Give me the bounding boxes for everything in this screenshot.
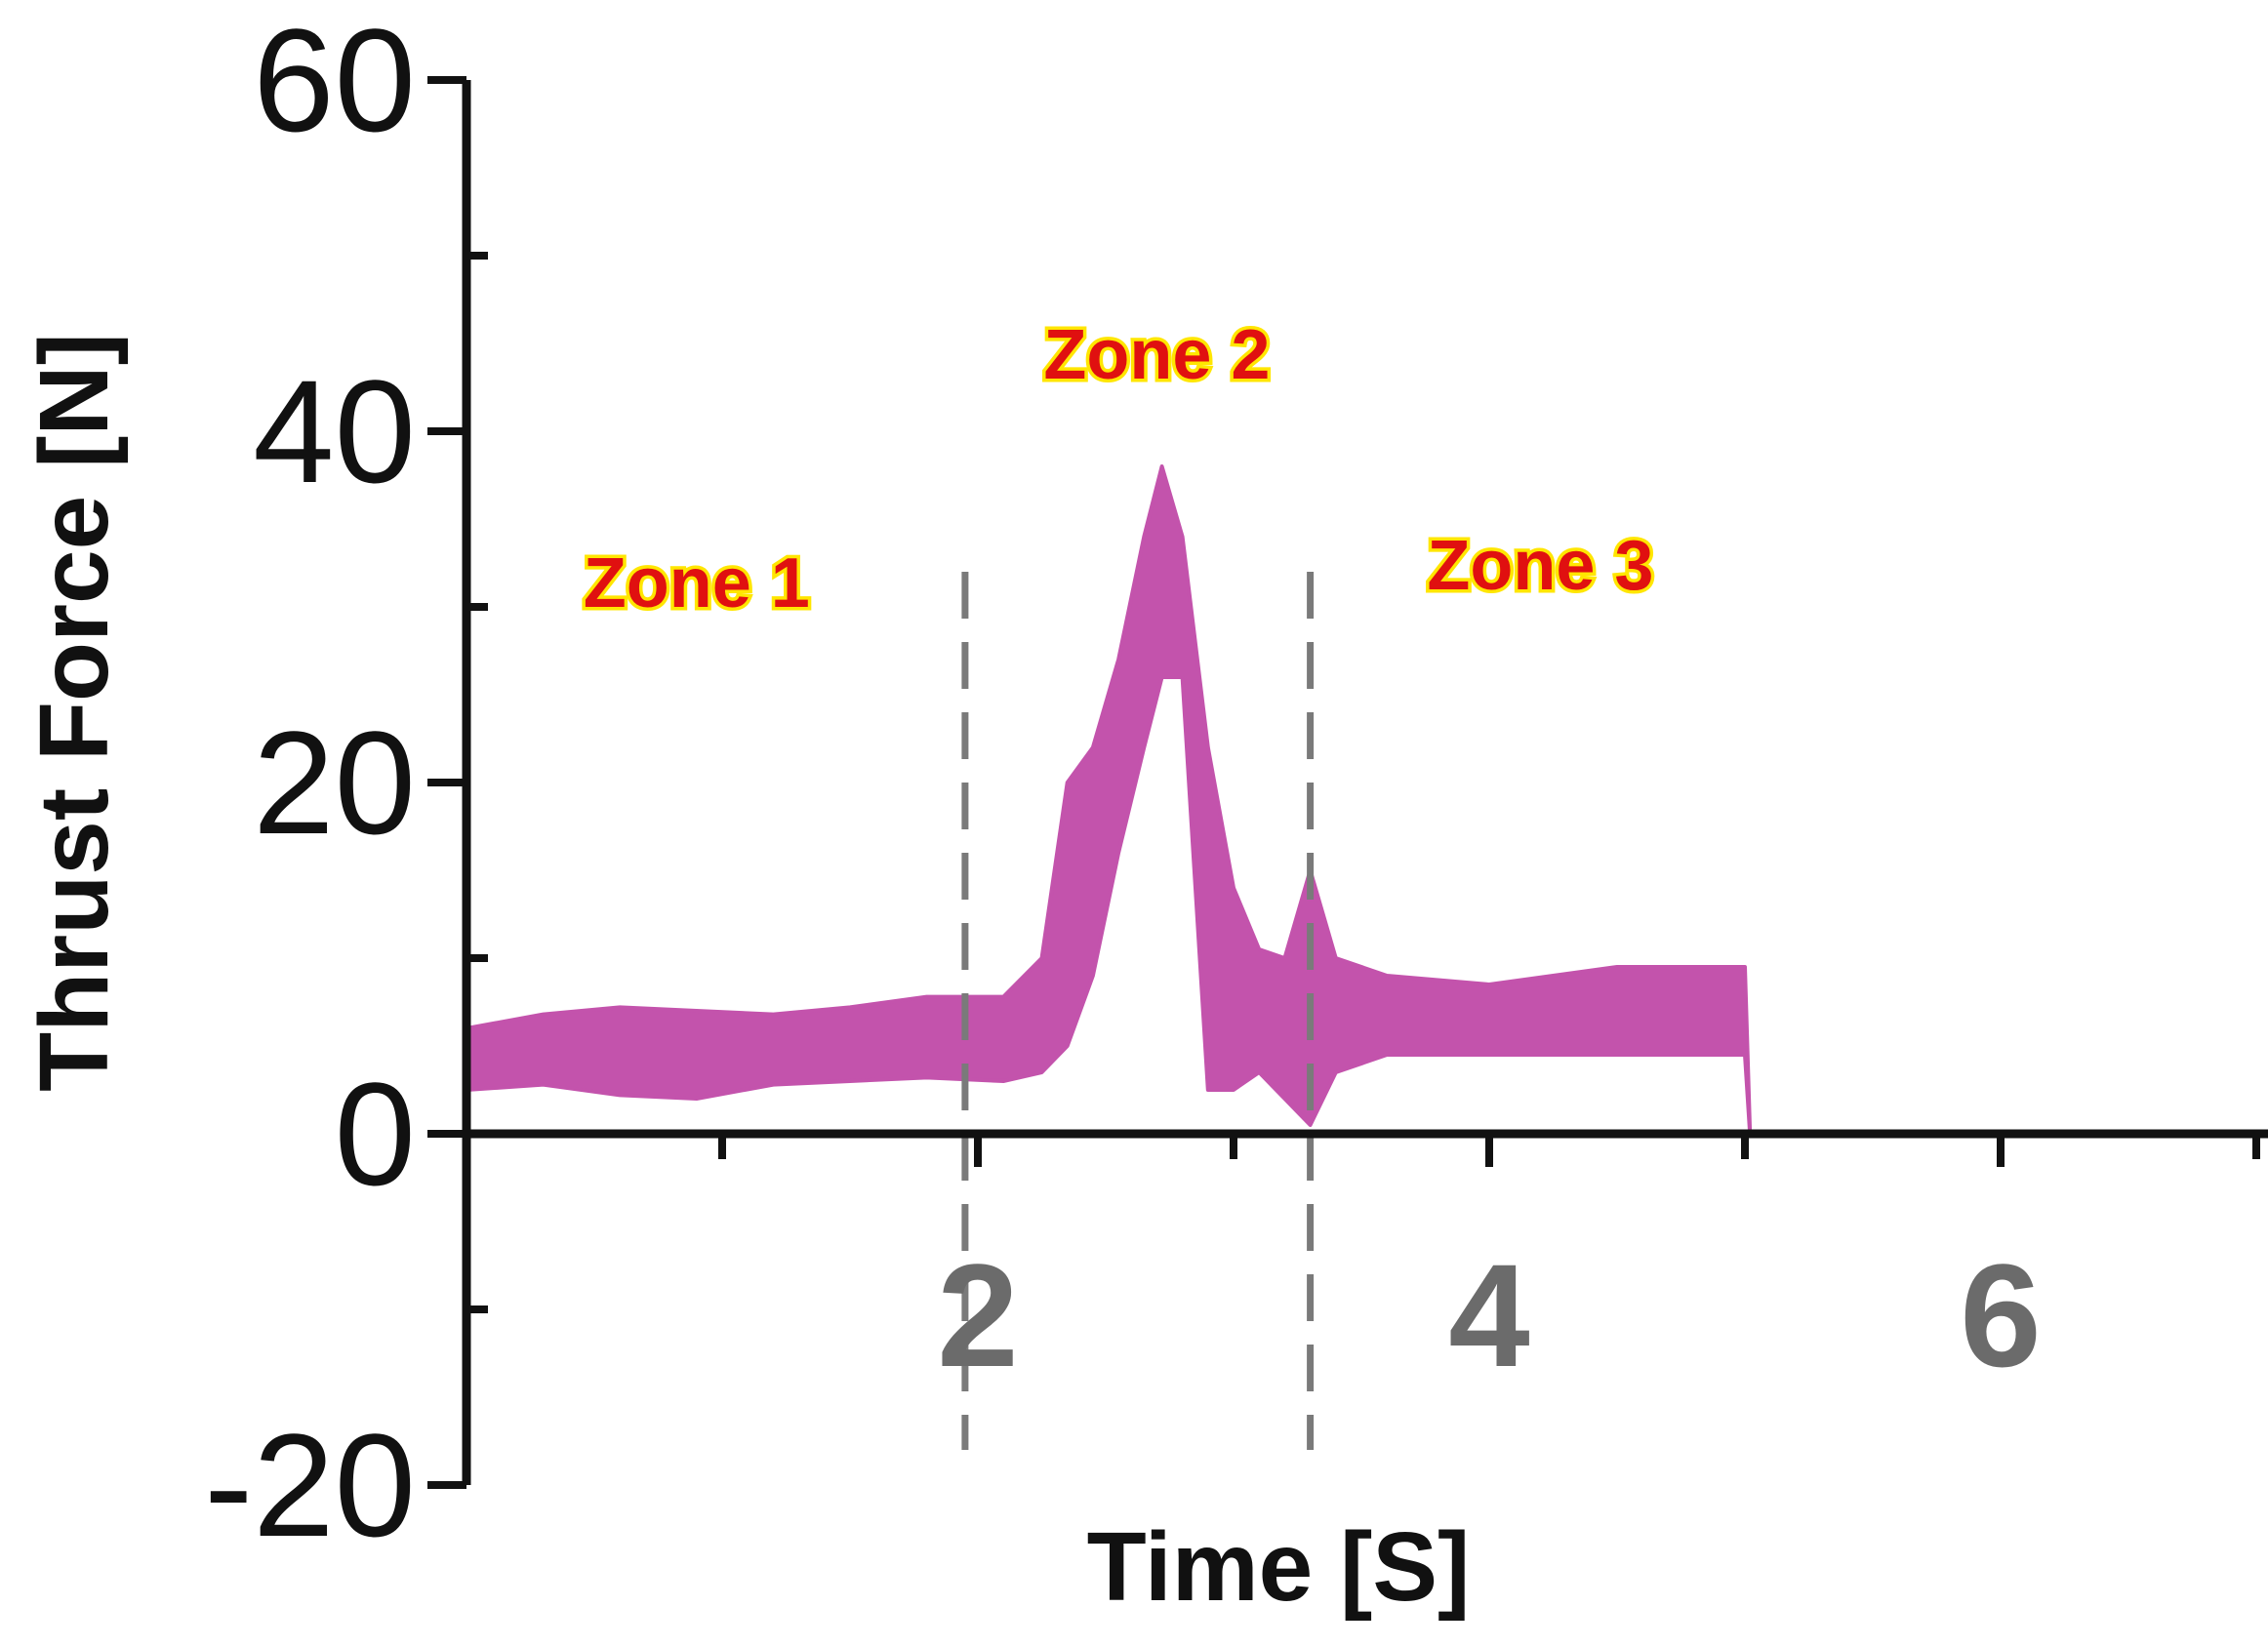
y-tick-label: 0: [335, 1052, 416, 1216]
series-layer: [465, 464, 1753, 1136]
thrust-force-series-0: [465, 464, 1753, 1136]
zone-label-2: Zone 2: [1043, 316, 1270, 394]
x-tick-label: 2: [937, 1233, 1018, 1397]
y-tick-label: -20: [204, 1403, 416, 1567]
y-axis-title: Thrust Force [N]: [20, 333, 129, 1092]
x-axis-title: Time [S]: [1087, 1512, 1471, 1622]
label-layer: -20 0 20 40 60 2 4 6 Time [S] Thrust Force [N] Zon…: [20, 0, 2042, 1622]
y-tick-label: 60: [253, 0, 416, 162]
zone-divider-layer: [961, 572, 1315, 1450]
x-tick-label: 4: [1448, 1233, 1529, 1397]
zone-label-1: Zone 1: [584, 544, 810, 623]
x-tick-label: 6: [1960, 1233, 2041, 1397]
axes: [427, 76, 2268, 1489]
y-tick-label: 40: [253, 349, 416, 513]
y-tick-label: 20: [253, 701, 416, 864]
zone-label-3: Zone 3: [1427, 527, 1653, 605]
